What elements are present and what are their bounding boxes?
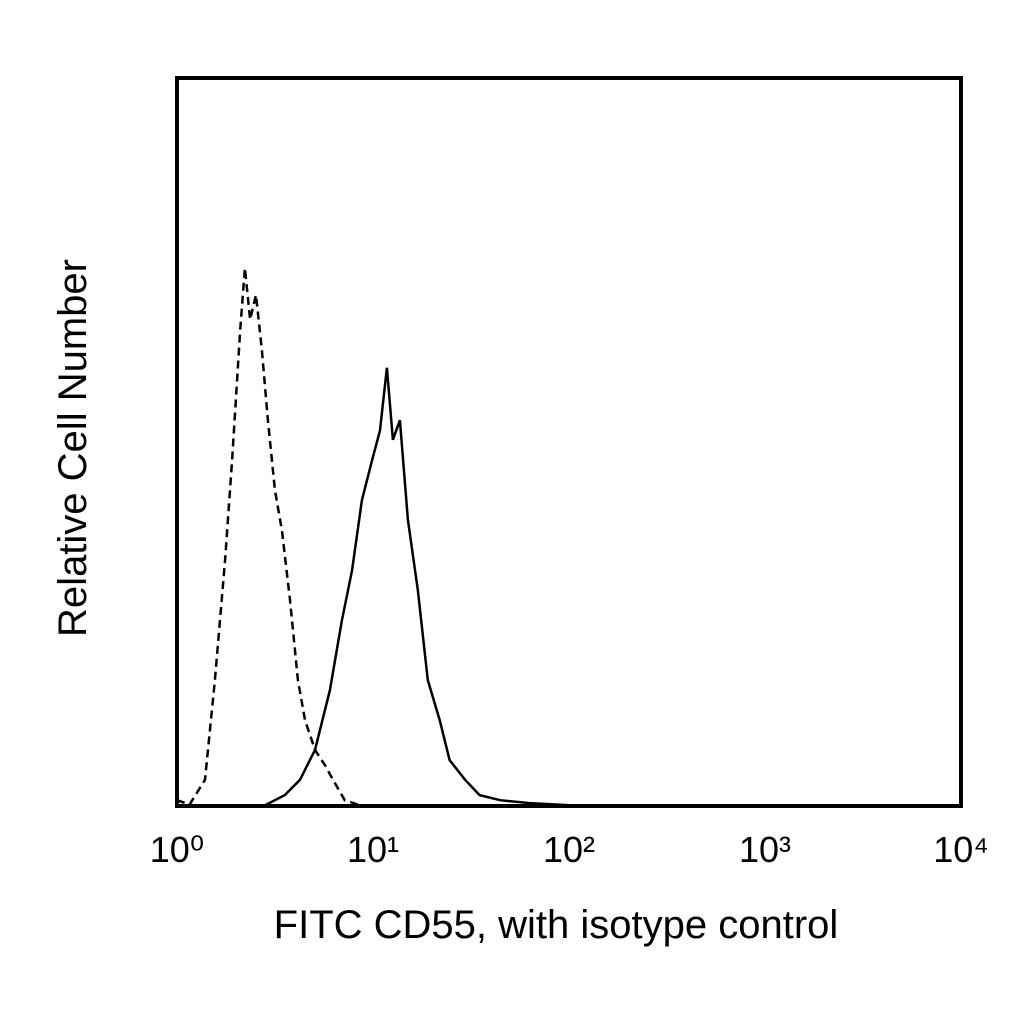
histogram-line — [176, 267, 361, 807]
x-tick-label: 10¹ — [347, 829, 399, 870]
histogram-line — [264, 367, 570, 807]
x-tick-label: 10⁴ — [933, 829, 989, 870]
x-tick-label: 10³ — [739, 829, 791, 870]
x-tick-label: 10² — [543, 829, 595, 870]
x-tick-label: 10⁰ — [150, 829, 204, 870]
y-axis-label: Relative Cell Number — [51, 259, 95, 637]
plot-frame — [175, 76, 963, 808]
x-axis-label: FITC CD55, with isotype control — [274, 903, 839, 947]
